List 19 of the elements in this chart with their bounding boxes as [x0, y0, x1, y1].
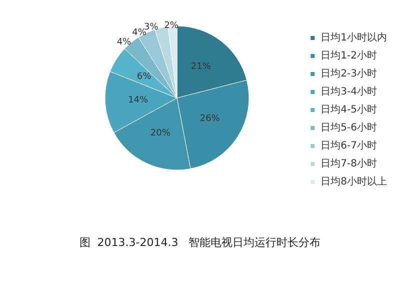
legend-label: 日均7-8小时 [320, 158, 377, 170]
data-label: 3% [144, 22, 159, 33]
data-label: 20% [150, 128, 171, 138]
legend-label: 日均4-5小时 [320, 104, 377, 116]
data-label: 26% [200, 114, 220, 124]
data-label: 4% [132, 28, 147, 38]
legend-label: 日均2-3小时 [320, 68, 377, 80]
legend-label: 日均6-7小时 [320, 140, 377, 152]
data-label: 14% [128, 95, 149, 106]
legend-label: 日均5-6小时 [320, 122, 377, 134]
data-label: 4% [116, 38, 132, 48]
text: 图 2013.3-2014.3 智能电视日均运行时长分布 [79, 236, 321, 249]
data-label: 6% [136, 72, 152, 82]
legend-label: 日均3-4小时 [320, 86, 377, 98]
legend-label: 日均8小时以上 [320, 176, 388, 188]
data-label: 21% [190, 62, 212, 72]
data-label: 2% [164, 21, 179, 32]
legend-label: 日均1-2小时 [320, 50, 377, 62]
legend-label: 日均1小时以内 [320, 32, 388, 44]
